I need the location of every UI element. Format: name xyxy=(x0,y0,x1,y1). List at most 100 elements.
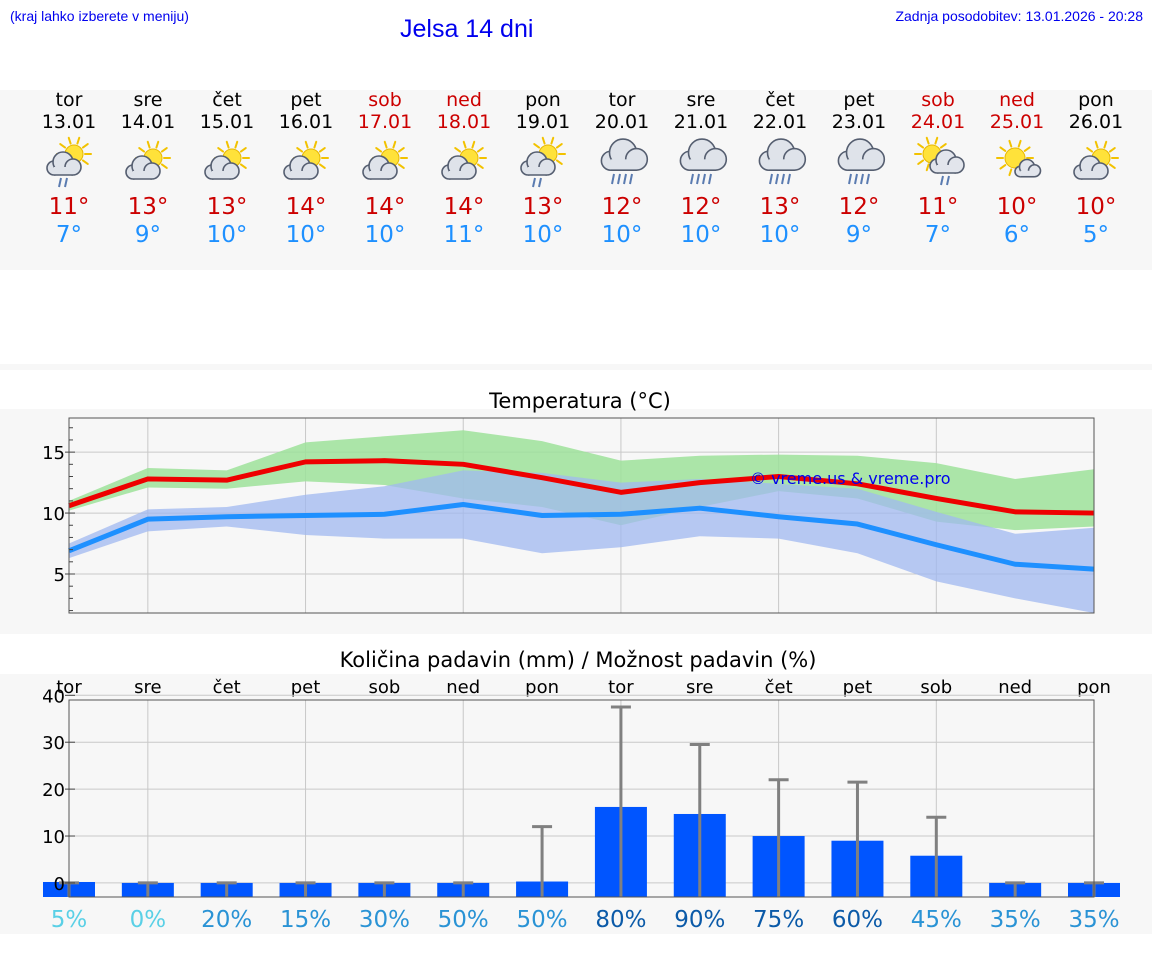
sun-ray xyxy=(241,148,246,152)
sun-ray xyxy=(1087,148,1092,152)
day-column: pet 23.01 12° 9° xyxy=(820,89,899,249)
precipitation-chart: Količina padavin (mm) / Možnost padavin … xyxy=(0,640,1152,940)
sun-ray xyxy=(557,160,562,164)
sun-ray xyxy=(1096,142,1098,148)
cloud-body xyxy=(769,159,795,170)
max-temperature: 14° xyxy=(425,193,504,221)
day-column: pon 26.01 10° 5° xyxy=(1057,89,1136,249)
cloud-body xyxy=(133,171,152,179)
cloud-shape xyxy=(601,139,647,170)
sun-ray xyxy=(77,138,79,144)
day-column: pon 19.01 13° 10° xyxy=(504,89,583,249)
precipitation-probability: 0% xyxy=(130,907,167,933)
precipitation-probability: 20% xyxy=(201,907,252,933)
rain-drop xyxy=(618,174,620,184)
temperature-chart-title: Temperatura (°C) xyxy=(488,389,671,413)
rain-drop xyxy=(65,178,67,187)
day-column: tor 20.01 12° 10° xyxy=(583,89,662,249)
max-temperature: 12° xyxy=(662,193,741,221)
min-temperature: 10° xyxy=(267,221,346,249)
day-date: 21.01 xyxy=(662,111,741,133)
min-temperature: 9° xyxy=(109,221,188,249)
precipitation-chart-title: Količina padavin (mm) / Možnost padavin … xyxy=(340,648,817,672)
min-temperature: 7° xyxy=(899,221,978,249)
day-date: 20.01 xyxy=(583,111,662,133)
rain-drop xyxy=(788,174,790,184)
cloud-body xyxy=(370,171,389,179)
sun-ray xyxy=(472,142,474,148)
rain-drop xyxy=(776,174,778,184)
day-column: ned 18.01 14° 11° xyxy=(425,89,504,249)
sun-ray xyxy=(1000,165,1005,169)
day-date: 23.01 xyxy=(820,111,899,133)
sun-ray xyxy=(60,144,65,148)
sun-ray xyxy=(83,160,88,164)
sun-ray xyxy=(941,144,946,148)
precipitation-probability: 30% xyxy=(359,907,410,933)
cloud-body xyxy=(528,167,547,175)
precipitation-probability: 35% xyxy=(990,907,1041,933)
day-column: sre 21.01 12° 10° xyxy=(662,89,741,249)
max-temperature: 11° xyxy=(30,193,109,221)
sun-ray xyxy=(297,148,302,152)
sun-ray xyxy=(534,144,539,148)
sun-ray xyxy=(455,148,460,152)
day-column: ned 25.01 10° 6° xyxy=(978,89,1057,249)
sun-cloud-drizzle-icon xyxy=(30,133,109,193)
min-temperature: 5° xyxy=(1057,221,1136,249)
sun-ray xyxy=(918,144,923,148)
day-column: pet 16.01 14° 10° xyxy=(267,89,346,249)
weather-icon-graphic xyxy=(1066,134,1126,192)
sun-ray xyxy=(162,164,167,168)
min-temperature: 9° xyxy=(820,221,899,249)
precipitation-probability: 5% xyxy=(51,907,88,933)
sun-ray xyxy=(543,138,545,144)
max-temperature: 14° xyxy=(267,193,346,221)
rain-drop xyxy=(782,174,784,184)
sun-ray xyxy=(139,148,144,152)
day-name: pet xyxy=(267,89,346,111)
day-name: ned xyxy=(425,89,504,111)
weather-icon-graphic xyxy=(592,134,652,192)
day-name: sre xyxy=(109,89,188,111)
min-temperature: 7° xyxy=(30,221,109,249)
sun-ray xyxy=(1025,147,1030,151)
weather-icon-graphic xyxy=(355,134,415,192)
rain-drop xyxy=(697,174,699,184)
day-name: pon xyxy=(504,89,583,111)
day-name: čet xyxy=(741,89,820,111)
cloud-body xyxy=(1081,171,1100,179)
rain-drop xyxy=(947,176,949,185)
y-tick-label: 30 xyxy=(42,733,65,754)
rain-drop xyxy=(709,174,711,184)
max-temperature: 10° xyxy=(978,193,1057,221)
rain-drop xyxy=(849,174,851,184)
cloud-rain-icon xyxy=(662,133,741,193)
sun-ray xyxy=(218,148,223,152)
day-name: tor xyxy=(30,89,109,111)
precipitation-probability: 35% xyxy=(1068,907,1119,933)
sun-cloud-icon xyxy=(188,133,267,193)
cloud-body xyxy=(291,171,310,179)
day-date: 26.01 xyxy=(1057,111,1136,133)
day-date: 14.01 xyxy=(109,111,188,133)
rain-drop xyxy=(703,174,705,184)
watermark: © vreme.us & vreme.pro xyxy=(750,469,951,488)
day-column: sob 17.01 14° 10° xyxy=(346,89,425,249)
day-name: sob xyxy=(346,89,425,111)
day-date: 18.01 xyxy=(425,111,504,133)
sun-ray xyxy=(1009,141,1011,147)
sun-ray xyxy=(399,148,404,152)
y-tick-label: 0 xyxy=(54,874,65,895)
sun-ray xyxy=(918,160,923,164)
sun-cloud-drizzle-icon xyxy=(504,133,583,193)
rain-drop xyxy=(624,174,626,184)
rain-drop xyxy=(630,174,632,184)
day-name: sre xyxy=(662,89,741,111)
sun-ray xyxy=(320,148,325,152)
cloud-body xyxy=(449,171,468,179)
cloud-rain-icon xyxy=(583,133,662,193)
y-tick-label: 15 xyxy=(42,443,65,464)
rain-drop xyxy=(539,178,541,187)
location-menu-hint[interactable]: (kraj lahko izberete v meniju) xyxy=(10,8,189,24)
